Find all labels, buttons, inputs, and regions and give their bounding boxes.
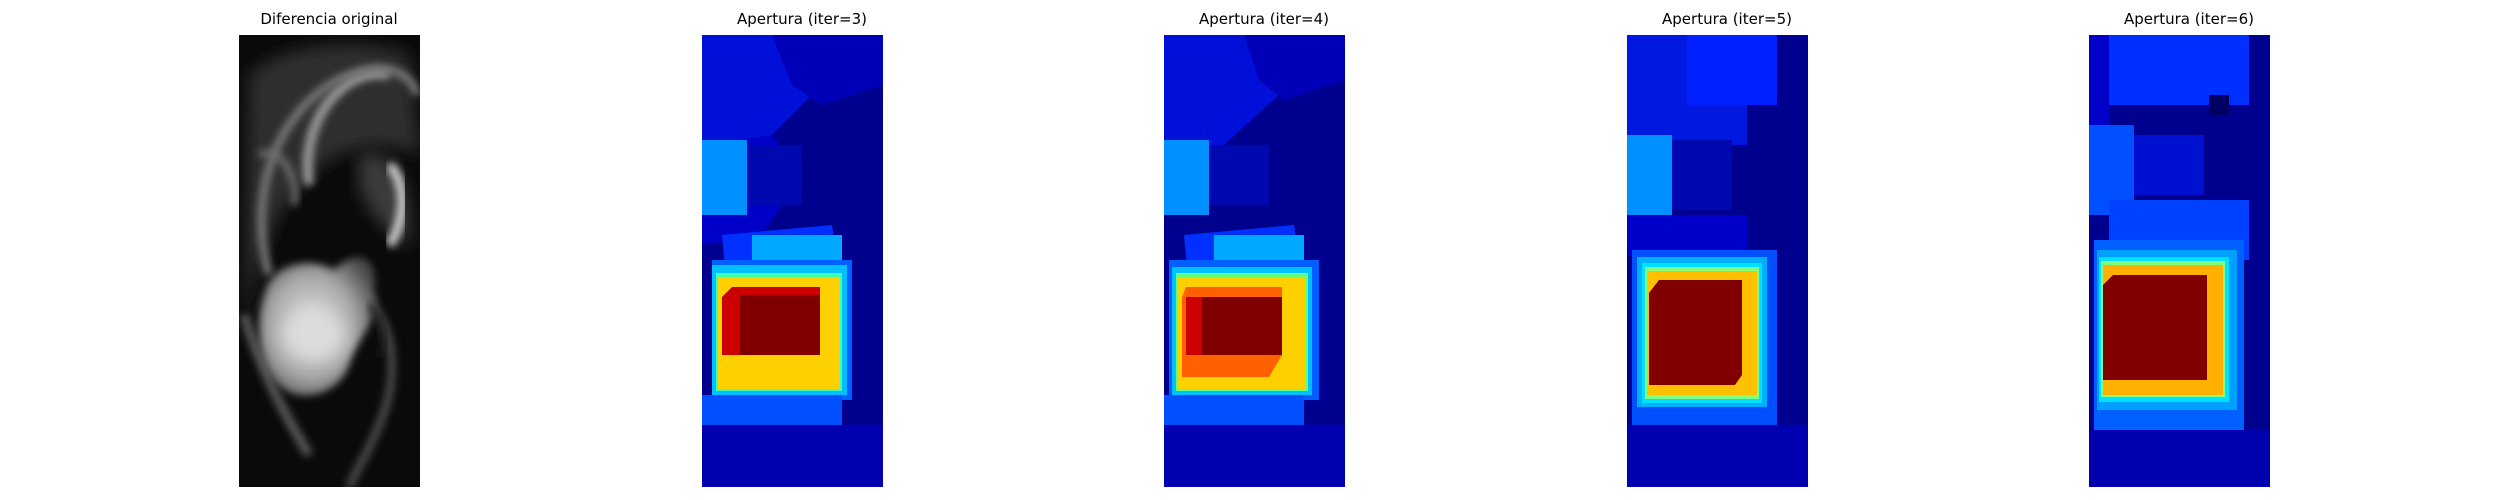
panel-title-iter4: Apertura (iter=4) <box>1199 10 1329 28</box>
panel-image-iter5 <box>1627 35 1808 487</box>
panel-image-iter4 <box>1164 35 1345 487</box>
panel-title-original: Diferencia original <box>260 10 398 28</box>
panel-image-iter3 <box>702 35 883 487</box>
panel-title-iter5: Apertura (iter=5) <box>1662 10 1792 28</box>
panel-title-iter3: Apertura (iter=3) <box>737 10 867 28</box>
panel-image-iter6 <box>2089 35 2270 487</box>
panel-image-original <box>239 35 420 487</box>
panel-title-iter6: Apertura (iter=6) <box>2124 10 2254 28</box>
